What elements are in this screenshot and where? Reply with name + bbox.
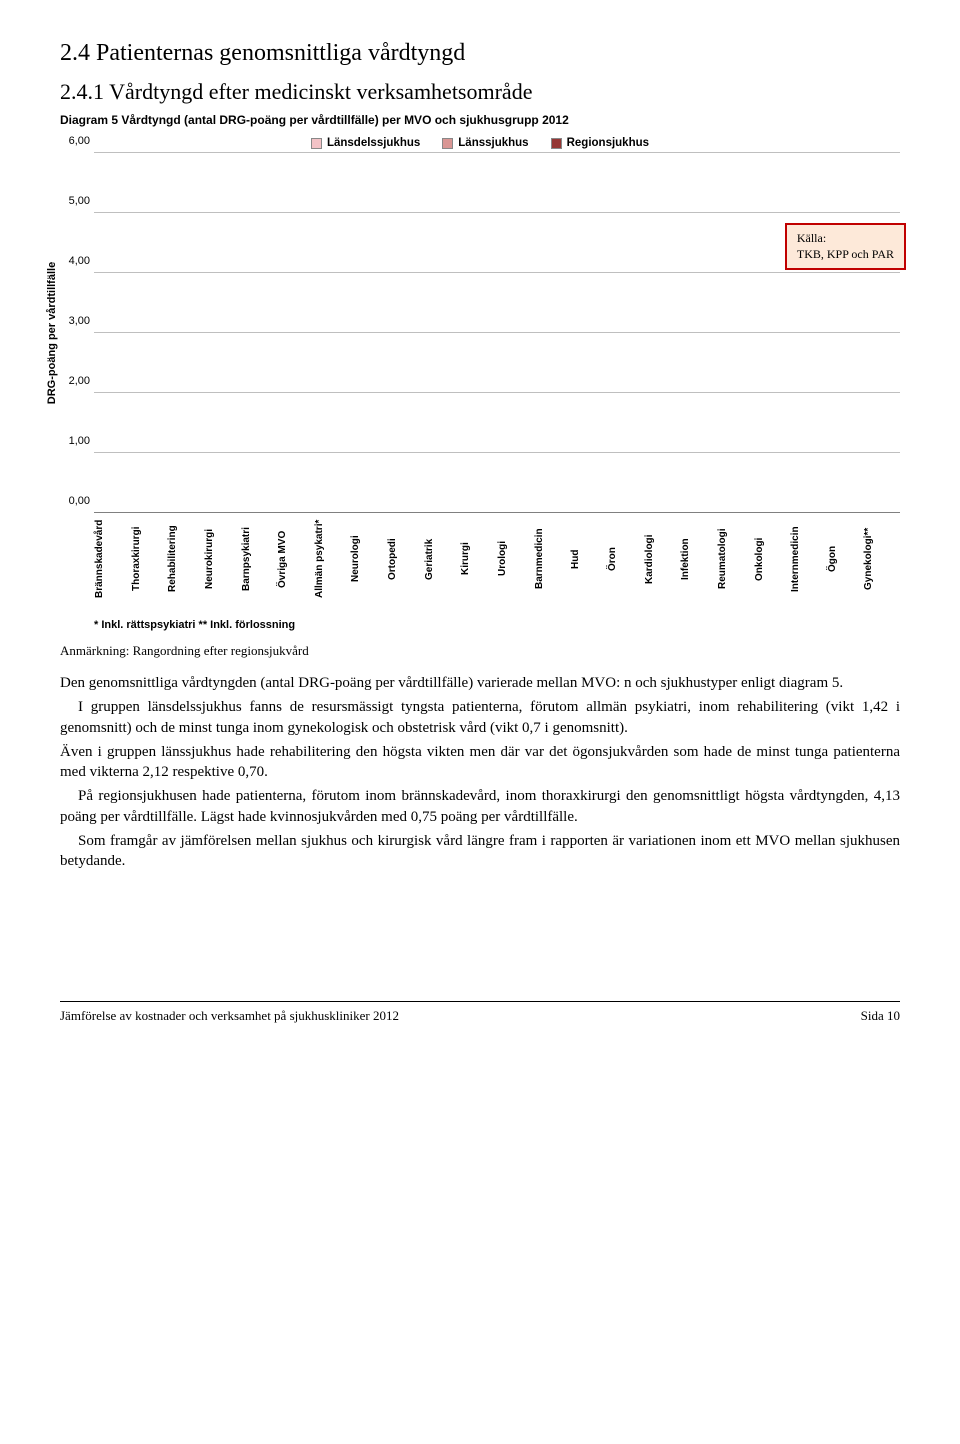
x-label: Gynekologi** xyxy=(863,513,900,609)
subsection-title: 2.4.1 Vårdtyngd efter medicinskt verksam… xyxy=(60,79,900,105)
page-footer: Jämförelse av kostnader och verksamhet p… xyxy=(60,1004,900,1024)
legend-item: Länsdelssjukhus xyxy=(311,137,420,149)
x-label: Allmän psykatri* xyxy=(314,513,351,609)
y-tick: 6,00 xyxy=(69,135,90,147)
y-tick: 1,00 xyxy=(69,435,90,447)
x-label: Öron xyxy=(607,513,644,609)
x-label: Infektion xyxy=(680,513,717,609)
plot-area xyxy=(94,153,900,513)
y-tick: 4,00 xyxy=(69,255,90,267)
x-label: Brännskadevård xyxy=(94,513,131,609)
section-title: 2.4 Patienternas genomsnittliga vårdtyng… xyxy=(60,40,900,67)
x-label: Neurokirurgi xyxy=(204,513,241,609)
source-line: TKB, KPP och PAR xyxy=(797,247,894,263)
body-paragraph: I gruppen länsdelssjukhus fanns de resur… xyxy=(60,697,900,738)
x-label: Ortopedi xyxy=(387,513,424,609)
y-tick: 3,00 xyxy=(69,315,90,327)
x-label: Reumatologi xyxy=(717,513,754,609)
body-paragraph: Den genomsnittliga vårdtyngden (antal DR… xyxy=(60,673,900,693)
source-line: Källa: xyxy=(797,231,894,247)
x-label: Onkologi xyxy=(754,513,791,609)
x-label: Thoraxkirurgi xyxy=(131,513,168,609)
y-tick: 5,00 xyxy=(69,195,90,207)
x-label: Övriga MVO xyxy=(277,513,314,609)
x-label: Barnmedicin xyxy=(534,513,571,609)
x-label: Geriatrik xyxy=(424,513,461,609)
chart: LänsdelssjukhusLänssjukhusRegionsjukhus … xyxy=(60,131,900,631)
chart-caption: Diagram 5 Vårdtyngd (antal DRG-poäng per… xyxy=(60,113,900,127)
x-label: Neurologi xyxy=(350,513,387,609)
x-label: Ögon xyxy=(827,513,864,609)
remark: Anmärkning: Rangordning efter regionsjuk… xyxy=(60,643,900,659)
x-label: Kardiologi xyxy=(644,513,681,609)
y-tick: 0,00 xyxy=(69,495,90,507)
x-label: Kirurgi xyxy=(460,513,497,609)
y-axis: DRG-poäng per vårdtillfälle 0,001,002,00… xyxy=(60,153,94,513)
body-paragraph: Som framgår av jämförelsen mellan sjukhu… xyxy=(60,831,900,872)
source-box: Källa: TKB, KPP och PAR xyxy=(785,223,906,270)
legend: Länsdelssjukhus Länssjukhus Regionsjukhus xyxy=(60,131,900,153)
x-label: Internmedicin xyxy=(790,513,827,609)
footer-left: Jämförelse av kostnader och verksamhet p… xyxy=(60,1008,399,1024)
x-label: Barnpsykiatri xyxy=(241,513,278,609)
x-label: Urologi xyxy=(497,513,534,609)
x-label: Rehabilitering xyxy=(167,513,204,609)
x-label: Hud xyxy=(570,513,607,609)
legend-item: Länssjukhus xyxy=(442,137,528,149)
x-axis-labels: BrännskadevårdThoraxkirurgiRehabiliterin… xyxy=(94,513,900,609)
body-paragraph: Även i gruppen länssjukhus hade rehabili… xyxy=(60,742,900,783)
body-paragraph: På regionsjukhusen hade patienterna, för… xyxy=(60,786,900,827)
chart-footnote: * Inkl. rättspsykiatri ** Inkl. förlossn… xyxy=(94,619,900,631)
y-tick: 2,00 xyxy=(69,375,90,387)
y-axis-label: DRG-poäng per vårdtillfälle xyxy=(46,262,58,404)
legend-item: Regionsjukhus xyxy=(551,137,649,149)
footer-right: Sida 10 xyxy=(861,1008,900,1024)
